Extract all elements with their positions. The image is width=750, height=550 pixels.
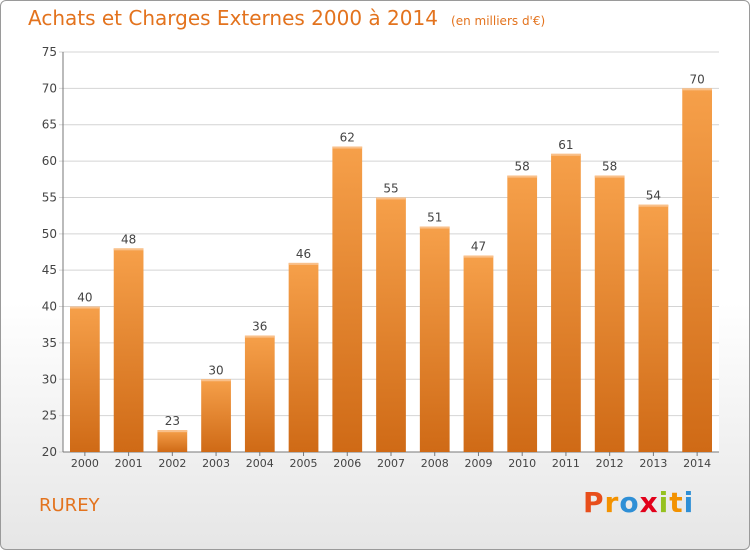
bar [69,306,100,452]
data-label: 40 [77,291,92,305]
bar [551,153,581,452]
y-tick-label: 40 [42,300,57,314]
bar-highlight [201,379,231,382]
bar [682,88,713,452]
bar [288,262,319,452]
bar-highlight [594,175,625,178]
x-tick-label: 2014 [683,457,711,470]
chart-subtitle: (en milliers d'€) [451,14,546,28]
bar-highlight [244,335,275,338]
x-tick-label: 2007 [377,457,405,470]
proxiti-logo: Proxiti [583,486,694,519]
data-label: 36 [252,320,267,334]
y-tick-label: 65 [42,118,57,132]
bar-highlight [113,248,144,251]
bar [419,226,450,452]
bar [638,204,669,452]
bar [201,379,231,452]
bar-highlight [157,430,188,433]
bar-highlight [638,204,669,207]
bar-highlight [463,255,494,258]
bar-highlight [419,226,450,229]
bar-highlight [332,146,363,149]
data-label: 47 [471,240,486,254]
bar [113,248,144,452]
logo-letter: x [639,486,659,519]
x-tick-label: 2005 [290,457,318,470]
place-name: RUREY [39,495,100,516]
x-tick-label: 2002 [158,457,186,470]
logo-letter: i [683,486,695,519]
x-tick-label: 2001 [115,457,143,470]
y-tick-label: 45 [42,263,57,277]
logo-letter: r [604,486,620,519]
logo-letter: P [583,486,605,519]
x-tick-label: 2003 [202,457,230,470]
x-tick-label: 2000 [71,457,99,470]
data-label: 54 [646,189,661,203]
x-tick-label: 2013 [639,457,667,470]
bar-highlight [376,197,406,200]
y-tick-label: 35 [42,336,57,350]
bar-highlight [69,306,100,309]
data-label: 62 [340,131,355,145]
bar-highlight [288,262,319,265]
y-tick-label: 70 [42,81,57,95]
data-label: 70 [689,72,704,86]
bar-highlight [507,175,538,178]
data-label: 51 [427,211,442,225]
data-label: 61 [558,138,573,152]
y-tick-label: 60 [42,154,57,168]
bar-highlight [551,153,581,156]
logo-letter: i [658,486,670,519]
y-tick-label: 75 [42,45,57,59]
y-tick-label: 50 [42,227,57,241]
x-tick-label: 2010 [508,457,536,470]
data-label: 55 [383,181,398,195]
y-tick-label: 55 [42,190,57,204]
bar [157,430,188,452]
bar [507,175,538,453]
logo-letter: o [619,486,640,519]
bar [244,335,275,452]
data-label: 46 [296,247,311,261]
y-tick-label: 25 [42,409,57,423]
bar [463,255,494,452]
x-tick-label: 2006 [333,457,361,470]
bar-highlight [682,88,713,91]
y-tick-label: 20 [42,445,57,459]
x-tick-label: 2004 [246,457,274,470]
data-label: 48 [121,232,136,246]
x-tick-label: 2009 [464,457,492,470]
data-label: 30 [208,363,223,377]
x-tick-label: 2011 [552,457,580,470]
x-tick-label: 2008 [421,457,449,470]
logo-letter: t [669,486,684,519]
data-label: 23 [165,414,180,428]
x-tick-label: 2012 [596,457,624,470]
data-label: 58 [602,160,617,174]
y-tick-label: 30 [42,372,57,386]
chart-title-text: Achats et Charges Externes 2000 à 2014 [28,6,438,30]
bar [376,197,406,452]
data-label: 58 [515,160,530,174]
chart-title: Achats et Charges Externes 2000 à 2014 (… [28,6,545,30]
bar [332,146,363,452]
bar [594,175,625,453]
